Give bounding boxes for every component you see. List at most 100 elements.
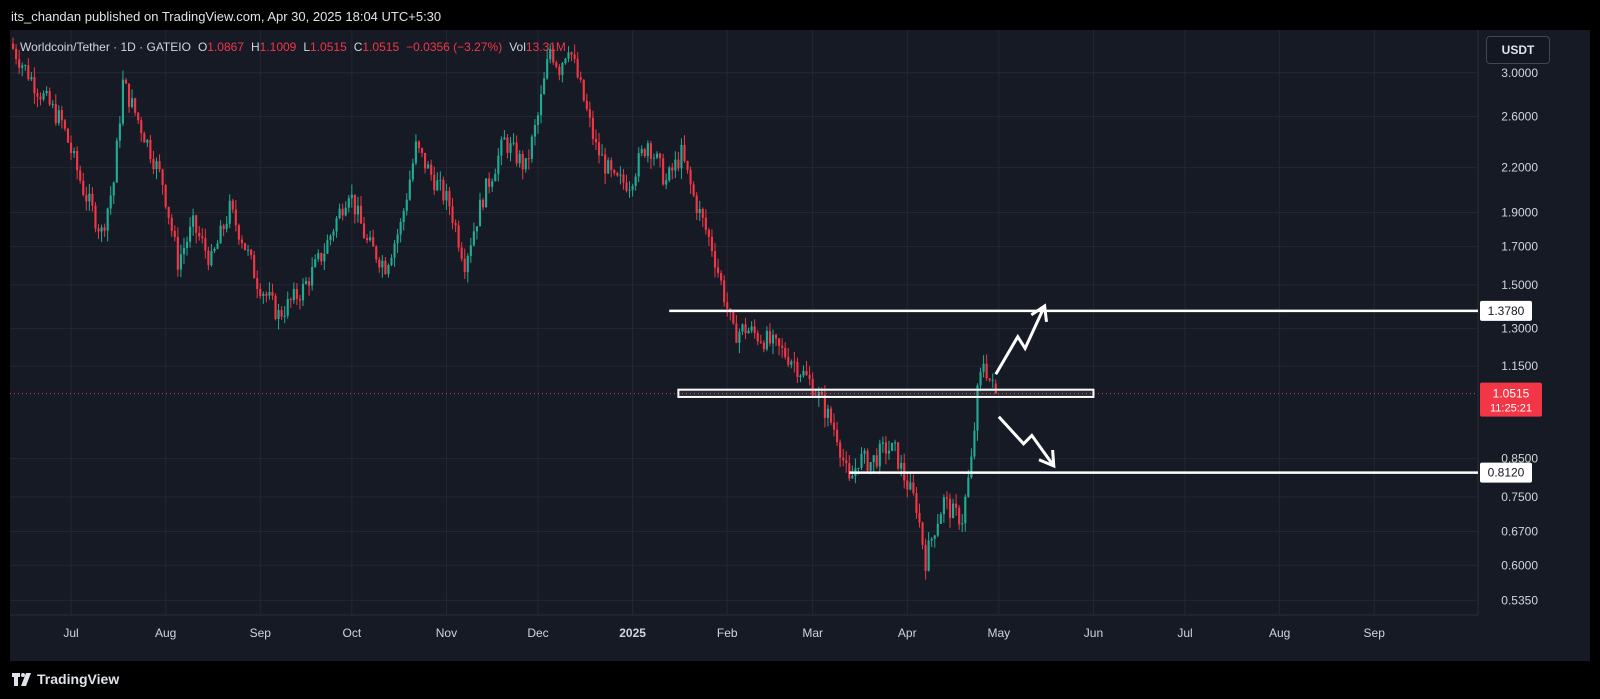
candle-body [48,90,51,105]
x-tick-label: Jul [63,626,78,640]
candle-body [723,280,726,303]
candle-body [76,151,79,171]
candle-body [451,206,454,224]
candle-body [710,236,714,252]
candle-body [881,442,884,444]
candle-body [36,93,39,97]
candle-body [100,227,103,232]
candle-body [280,310,283,317]
legend-high-key: H [250,40,260,54]
candle-body [720,272,723,281]
candle-body [894,442,897,444]
candle-body [845,460,848,464]
candle-body [488,178,491,187]
candle-body [518,153,521,164]
candle-body [179,254,182,270]
candle-body [756,332,759,342]
candle-body [820,392,823,395]
candle-body [817,392,820,397]
candle-body [210,250,213,266]
candle-body [726,302,729,309]
candle-body [674,159,677,171]
candle-body [131,98,134,107]
candle-body [91,193,94,206]
candle-body [686,161,689,171]
candle-body [610,160,613,171]
candle-body [918,512,921,523]
candle-body [454,223,457,226]
candle-body [399,222,402,235]
candle-body [344,207,347,216]
candle-body [485,178,488,208]
candle-body [442,179,445,201]
candle-body [619,174,622,176]
candle-body [243,243,247,250]
candle-body [323,253,326,262]
legend-vol-key: Vol [509,40,526,54]
candle-body [948,498,952,519]
candle-body [292,288,295,301]
candle-body [326,240,329,254]
candle-body [262,293,265,296]
candle-body [338,208,341,219]
bearish-arrow-head [1038,449,1056,469]
candle-body [625,182,628,191]
candle-body [900,462,903,469]
candle-body [82,180,85,195]
x-tick-label: May [988,626,1011,640]
y-tick-label: 1.5000 [1501,278,1538,292]
candle-body [643,149,646,157]
candle-body [701,208,704,218]
candle-body [839,442,842,458]
candle-body [42,93,45,100]
candle-body [51,103,54,105]
candle-body [872,455,875,463]
candle-body [836,429,839,443]
y-tick-label: 0.5350 [1501,593,1538,607]
candle-body [936,523,939,536]
currency-selector-button[interactable]: USDT [1486,36,1550,64]
x-tick-label: Mar [802,626,823,640]
candle-body [204,238,207,251]
candle-body [665,180,668,185]
candle-body [134,98,137,113]
candle-body [234,209,237,226]
candle-body [274,295,277,319]
candle-body [985,363,988,379]
candle-body [924,544,927,571]
candle-body [359,205,363,224]
y-tick-label: 3.0000 [1501,66,1538,80]
candle-body [149,139,152,159]
candle-body [851,476,854,479]
chart-frame[interactable]: 3.0000 2.6000 2.2000 1.9000 1.7000 1.5000 1.30… [10,30,1590,661]
candle-body [930,538,933,541]
candle-body [530,136,533,159]
candle-body [826,408,829,418]
candle-body [778,338,781,346]
candle-body [631,185,634,190]
price-chart[interactable]: 3.0000 2.6000 2.2000 1.9000 1.7000 1.5000 1.30… [10,30,1590,661]
candle-body [356,205,359,215]
candle-body [439,179,442,181]
x-tick-label: Jun [1084,626,1103,640]
candle-body [127,83,131,107]
candle-body [832,422,836,430]
candle-body [301,283,305,301]
candle-body [152,158,155,170]
candle-body [109,195,112,209]
candle-body [848,463,851,479]
candle-body [539,94,543,116]
candle-body [979,371,982,386]
candle-body [253,255,256,279]
candle-body [857,467,860,469]
tradingview-logo[interactable]: TradingView [12,671,119,687]
candle-body [774,334,778,339]
candle-body [771,334,775,344]
candle-body [408,179,411,200]
level-tag-label: 0.8120 [1488,466,1525,480]
candle-body [793,361,796,363]
candle-body [704,217,707,230]
candle-body [875,455,878,467]
bullish-arrow [994,305,1046,376]
candle-body [738,331,741,343]
